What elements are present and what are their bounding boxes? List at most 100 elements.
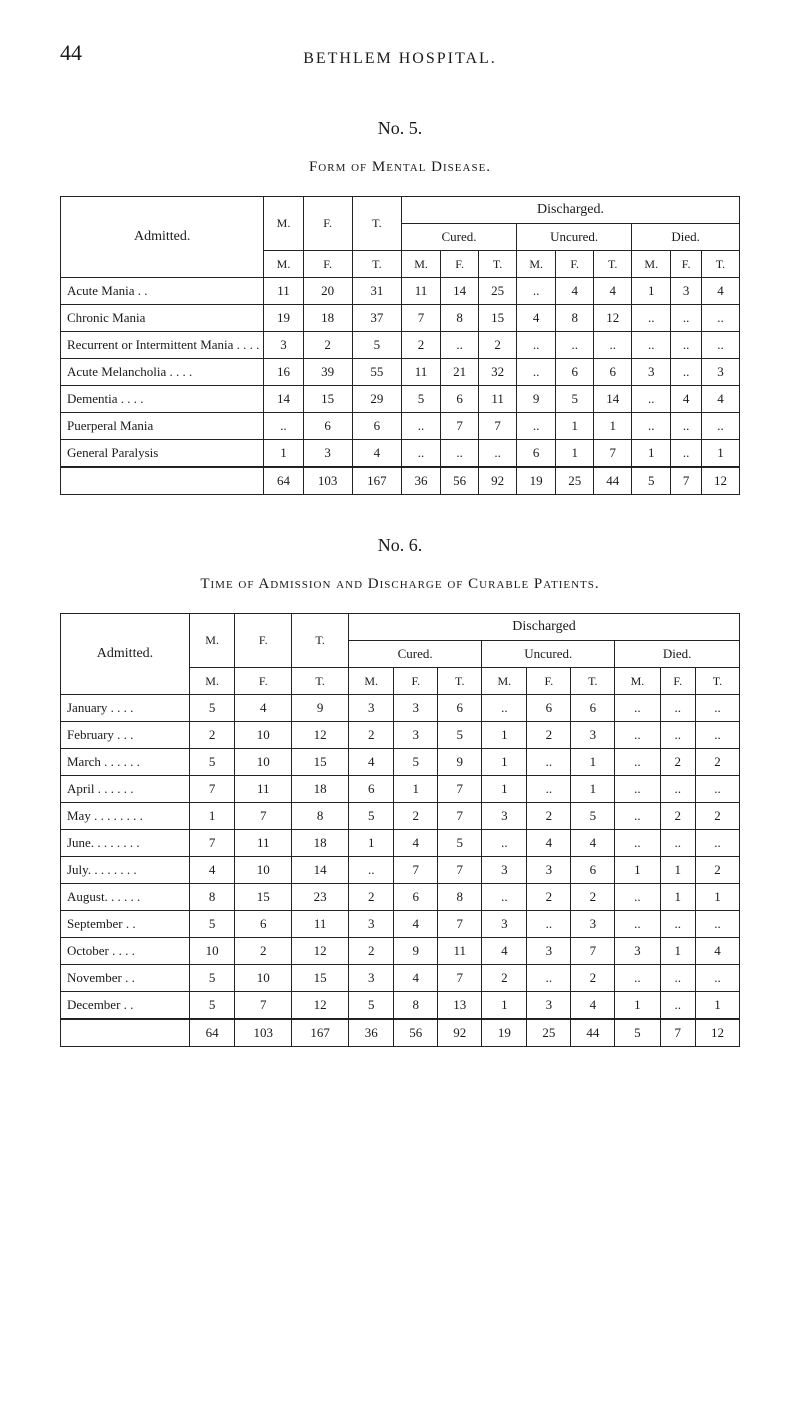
cell: 1	[695, 992, 739, 1020]
cell: ..	[264, 413, 303, 440]
cell: 4	[695, 938, 739, 965]
cell: 20	[303, 278, 352, 305]
cell: 3	[303, 440, 352, 468]
cell: 5	[349, 803, 394, 830]
cell: 2	[349, 722, 394, 749]
cell: 12	[292, 992, 349, 1020]
cell: 3	[615, 938, 660, 965]
row-label: October . . . .	[61, 938, 190, 965]
table-body: January . . . .549336..66......February …	[61, 695, 740, 1047]
cell: 3	[482, 803, 527, 830]
row-label: Acute Melancholia . . . .	[61, 359, 264, 386]
cell: ..	[527, 911, 571, 938]
col-T: T.	[292, 668, 349, 695]
cell: ..	[527, 965, 571, 992]
cell: 3	[527, 857, 571, 884]
col-M: M.	[190, 668, 235, 695]
cell: 3	[394, 695, 438, 722]
row-label: November . .	[61, 965, 190, 992]
head-uncured: Uncured.	[517, 224, 632, 251]
col-F: F.	[303, 197, 352, 251]
cell: ..	[660, 965, 695, 992]
col-T: T.	[479, 251, 517, 278]
cell: ..	[615, 830, 660, 857]
cell: 1	[482, 749, 527, 776]
cell: 12	[292, 938, 349, 965]
cell: 167	[352, 467, 401, 495]
cell: 4	[701, 386, 739, 413]
table-time-of-admission: Admitted. M. F. T. Discharged Cured. Unc…	[60, 613, 740, 1047]
cell: 55	[352, 359, 401, 386]
cell: 1	[190, 803, 235, 830]
cell: ..	[701, 413, 739, 440]
cell: 4	[349, 749, 394, 776]
cell: 1	[349, 830, 394, 857]
cell: 7	[438, 803, 482, 830]
row-label: Acute Mania . .	[61, 278, 264, 305]
cell: 23	[292, 884, 349, 911]
cell: 3	[632, 359, 671, 386]
table-row: August. . . . . .81523268..22..11	[61, 884, 740, 911]
cell: 9	[394, 938, 438, 965]
cell: 6	[571, 695, 615, 722]
cell: 19	[482, 1019, 527, 1047]
cell: 7	[660, 1019, 695, 1047]
table-row: December . .571258131341..1	[61, 992, 740, 1020]
cell: 1	[594, 413, 632, 440]
cell: 39	[303, 359, 352, 386]
col-M: M.	[190, 614, 235, 668]
cell: 11	[479, 386, 517, 413]
table-row: July. . . . . . . .41014..77336112	[61, 857, 740, 884]
cell: 2	[394, 803, 438, 830]
table-head: Admitted. M. F. T. Discharged Cured. Unc…	[61, 614, 740, 695]
cell: 1	[660, 857, 695, 884]
cell: 4	[527, 830, 571, 857]
cell: 7	[671, 467, 702, 495]
table-row: November . .510153472..2......	[61, 965, 740, 992]
cell: 2	[349, 938, 394, 965]
cell: 4	[190, 857, 235, 884]
cell: 25	[556, 467, 594, 495]
cell: 3	[482, 911, 527, 938]
page-number: 44	[60, 40, 82, 66]
col-M: M.	[264, 251, 303, 278]
cell: 15	[292, 749, 349, 776]
totals-row: 641031673656921925445712	[61, 467, 740, 495]
cell: ..	[527, 749, 571, 776]
cell: 3	[482, 857, 527, 884]
cell: ..	[695, 695, 739, 722]
cell: 4	[394, 911, 438, 938]
col-F: F.	[671, 251, 702, 278]
cell: 11	[264, 278, 303, 305]
cell: 6	[235, 911, 292, 938]
cell: 8	[556, 305, 594, 332]
table-head: Admitted. M. F. T. Discharged. Cured. Un…	[61, 197, 740, 278]
cell: 4	[352, 440, 401, 468]
cell: 10	[190, 938, 235, 965]
table-row: Dementia . . . .14152956119514..44	[61, 386, 740, 413]
cell: 10	[235, 722, 292, 749]
cell: ..	[660, 722, 695, 749]
cell: 6	[394, 884, 438, 911]
table-row: May . . . . . . . .178527325..22	[61, 803, 740, 830]
cell: ..	[441, 440, 479, 468]
cell: 12	[695, 1019, 739, 1047]
cell: ..	[615, 695, 660, 722]
col-F: F.	[303, 251, 352, 278]
cell: ..	[482, 830, 527, 857]
totals-row: 641031673656921925445712	[61, 1019, 740, 1047]
cell: 7	[235, 803, 292, 830]
head-admitted: Admitted.	[61, 614, 190, 695]
col-T: T.	[594, 251, 632, 278]
cell: 2	[571, 884, 615, 911]
cell: 7	[190, 776, 235, 803]
cell: ..	[401, 440, 440, 468]
cell: ..	[482, 884, 527, 911]
row-label: May . . . . . . . .	[61, 803, 190, 830]
cell: 44	[594, 467, 632, 495]
cell: 18	[292, 776, 349, 803]
cell: 5	[190, 749, 235, 776]
table-row: June. . . . . . . .71118145..44......	[61, 830, 740, 857]
table-row: Acute Melancholia . . . .163955112132..6…	[61, 359, 740, 386]
cell: ..	[615, 911, 660, 938]
